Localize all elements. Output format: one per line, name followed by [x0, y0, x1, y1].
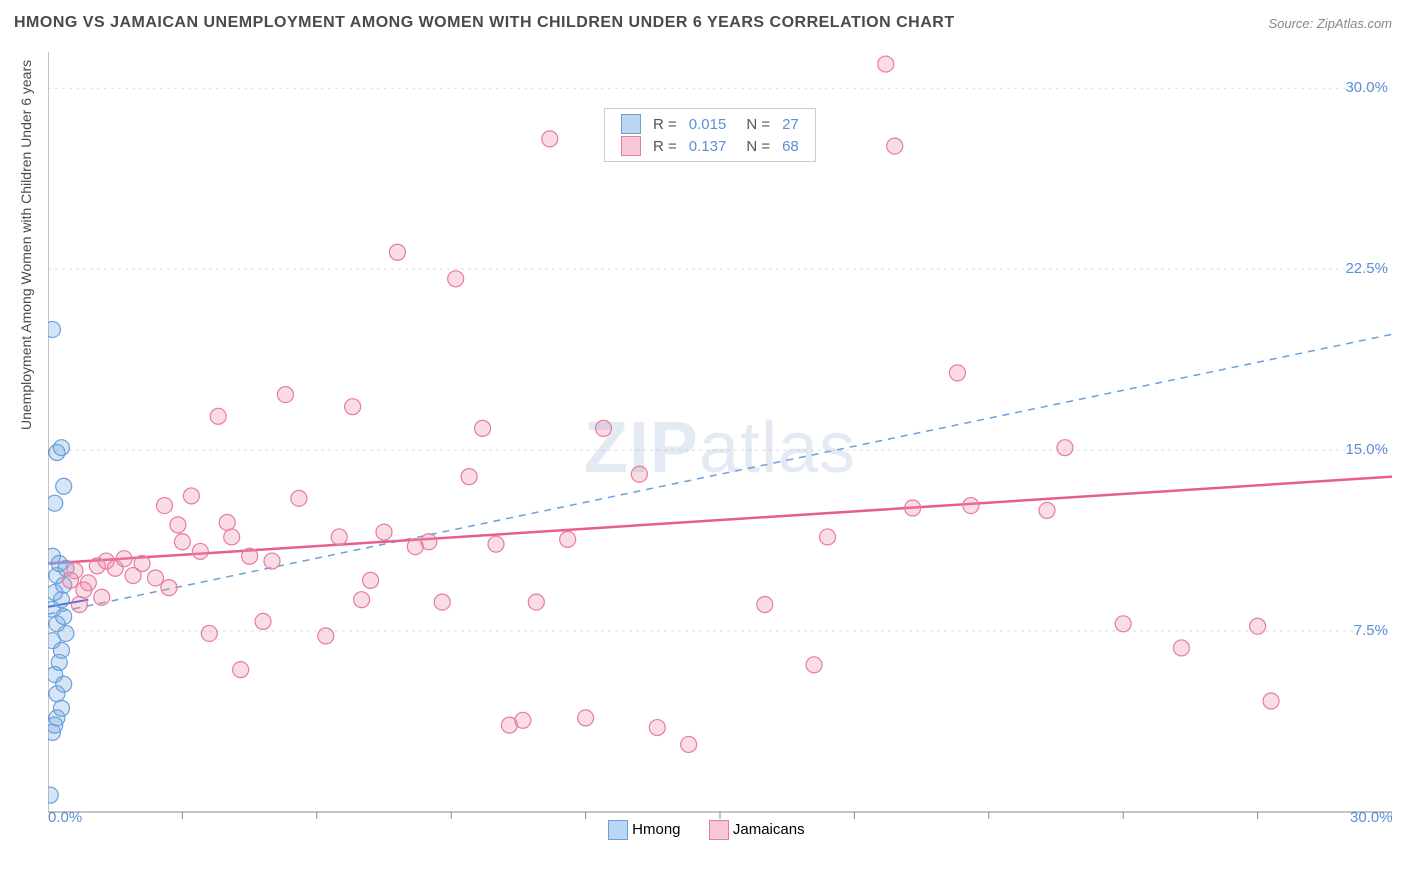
legend-label-hmong: Hmong	[632, 821, 680, 838]
legend-row-hmong: R = 0.015 N = 27	[615, 113, 805, 135]
r-label-1: R =	[647, 135, 683, 157]
n-value-1: 68	[776, 135, 805, 157]
y-tick-label: 30.0%	[1345, 79, 1388, 96]
r-value-0: 0.015	[683, 113, 733, 135]
chart-area: ZIPatlas R = 0.015 N = 27 R = 0.137 N = …	[48, 52, 1392, 844]
swatch-jamaicans-bottom	[709, 820, 729, 840]
x-tick-label: 0.0%	[48, 809, 82, 826]
legend-item-jamaicans: Jamaicans	[709, 820, 805, 840]
y-tick-label: 22.5%	[1345, 260, 1388, 277]
n-label-0: N =	[732, 113, 776, 135]
legend-label-jamaicans: Jamaicans	[733, 821, 805, 838]
correlation-legend: R = 0.015 N = 27 R = 0.137 N = 68	[604, 108, 816, 162]
header-bar: HMONG VS JAMAICAN UNEMPLOYMENT AMONG WOM…	[14, 14, 1392, 38]
y-tick-label: 15.0%	[1345, 441, 1388, 458]
n-value-0: 27	[776, 113, 805, 135]
x-tick-label: 30.0%	[1350, 809, 1393, 826]
y-tick-label: 7.5%	[1354, 622, 1388, 639]
scatter-chart-svg	[48, 52, 1392, 844]
source-attribution: Source: ZipAtlas.com	[1268, 16, 1392, 31]
series-legend: Hmong Jamaicans	[608, 820, 829, 840]
swatch-hmong-bottom	[608, 820, 628, 840]
swatch-jamaicans	[621, 136, 641, 156]
r-label-0: R =	[647, 113, 683, 135]
n-label-1: N =	[732, 135, 776, 157]
legend-item-hmong: Hmong	[608, 820, 681, 840]
swatch-hmong	[621, 114, 641, 134]
chart-title: HMONG VS JAMAICAN UNEMPLOYMENT AMONG WOM…	[14, 14, 955, 31]
y-axis-label: Unemployment Among Women with Children U…	[18, 60, 34, 430]
r-value-1: 0.137	[683, 135, 733, 157]
legend-row-jamaicans: R = 0.137 N = 68	[615, 135, 805, 157]
